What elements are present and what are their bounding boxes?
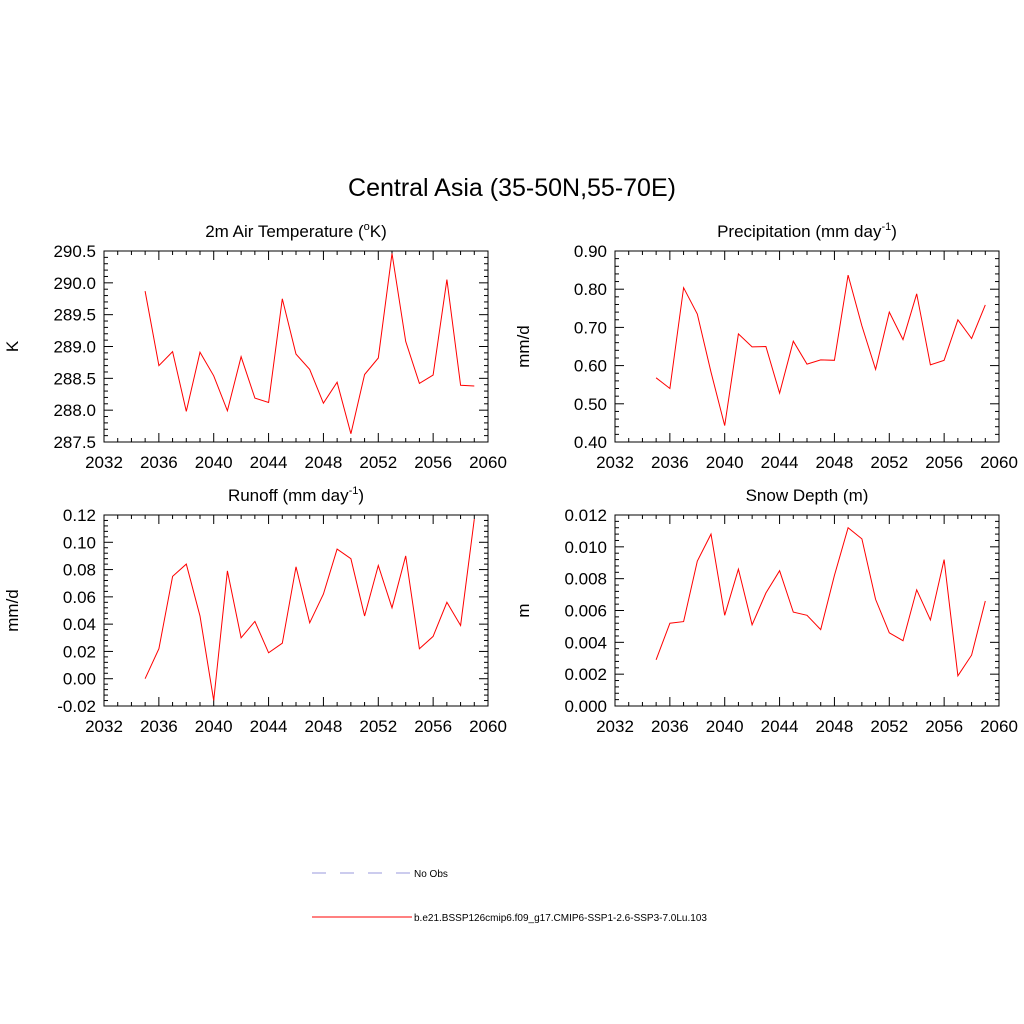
panel-title-runoff: Runoff (mm day-1) <box>228 485 364 505</box>
x-tick-label-runoff: 2056 <box>414 717 452 736</box>
panel-runoff: Runoff (mm day-1) mm/d 2032 2036 2040 2044 204… <box>3 485 507 736</box>
y-tick-label-snow-depth: 0.012 <box>564 506 607 525</box>
x-tick-label-snow-depth: 2060 <box>980 717 1018 736</box>
panel-snow-depth: Snow Depth (m) m 2032 2036 2040 2044 2048 2052 2… <box>514 486 1018 736</box>
y-tick-label-snow-depth: 0.000 <box>564 697 607 716</box>
x-tick-label-precipitation: 2056 <box>925 453 963 472</box>
y-tick-label-temperature: 288.5 <box>53 369 96 388</box>
x-tick-label-snow-depth: 2044 <box>761 717 799 736</box>
y-tick-label-precipitation: 0.60 <box>574 357 607 376</box>
x-tick-label-runoff: 2048 <box>305 717 343 736</box>
panel-title-temperature: 2m Air Temperature (oK) <box>205 221 387 241</box>
legend-model-label: b.e21.BSSP126cmip6.f09_g17.CMIP6-SSP1-2.… <box>414 913 707 924</box>
y-tick-label-runoff: 0.00 <box>63 670 96 689</box>
panel-title-precipitation: Precipitation (mm day-1) <box>717 221 897 241</box>
y-tick-label-snow-depth: 0.010 <box>564 538 607 557</box>
y-tick-label-precipitation: 0.70 <box>574 318 607 337</box>
x-tick-label-runoff: 2052 <box>359 717 397 736</box>
y-tick-label-runoff: 0.02 <box>63 642 96 661</box>
panels-group: 2m Air Temperature (oK) K 2032 2036 2040 2044… <box>3 221 1018 736</box>
y-tick-label-precipitation: 0.50 <box>574 395 607 414</box>
x-tick-label-temperature: 2048 <box>305 453 343 472</box>
x-tick-label-snow-depth: 2052 <box>870 717 908 736</box>
x-tick-label-precipitation: 2052 <box>870 453 908 472</box>
x-tick-label-temperature: 2052 <box>359 453 397 472</box>
x-tick-label-snow-depth: 2040 <box>706 717 744 736</box>
x-tick-label-temperature: 2036 <box>140 453 178 472</box>
x-tick-label-precipitation: 2060 <box>980 453 1018 472</box>
y-tick-label-snow-depth: 0.004 <box>564 633 607 652</box>
y-tick-label-temperature: 290.0 <box>53 274 96 293</box>
x-tick-label-snow-depth: 2032 <box>596 717 634 736</box>
y-tick-label-precipitation: 0.90 <box>574 242 607 261</box>
x-tick-label-temperature: 2056 <box>414 453 452 472</box>
x-tick-label-precipitation: 2040 <box>706 453 744 472</box>
x-tick-label-temperature: 2032 <box>85 453 123 472</box>
x-tick-label-precipitation: 2044 <box>761 453 799 472</box>
x-tick-label-temperature: 2040 <box>195 453 233 472</box>
y-tick-label-temperature: 288.0 <box>53 401 96 420</box>
y-tick-label-temperature: 290.5 <box>53 242 96 261</box>
x-tick-label-snow-depth: 2036 <box>651 717 689 736</box>
series-line-runoff <box>144 519 475 701</box>
x-tick-label-precipitation: 2036 <box>651 453 689 472</box>
x-tick-label-snow-depth: 2056 <box>925 717 963 736</box>
series-line-precipitation <box>655 274 986 426</box>
y-tick-label-snow-depth: 0.006 <box>564 602 607 621</box>
x-tick-label-temperature: 2060 <box>469 453 507 472</box>
panel-title-snow-depth: Snow Depth (m) <box>746 486 869 505</box>
y-tick-label-temperature: 289.5 <box>53 306 96 325</box>
panel-temperature: 2m Air Temperature (oK) K 2032 2036 2040 2044… <box>3 221 507 472</box>
y-tick-label-temperature: 287.5 <box>53 433 96 452</box>
y-tick-label-runoff: 0.10 <box>63 533 96 552</box>
panel-precipitation: Precipitation (mm day-1) mm/d 2032 2036 2040… <box>514 221 1018 472</box>
plot-frame-snow-depth <box>614 514 1000 707</box>
y-tick-label-runoff: 0.08 <box>63 561 96 580</box>
y-tick-label-runoff: 0.06 <box>63 588 96 607</box>
y-tick-label-precipitation: 0.80 <box>574 280 607 299</box>
plot-frame-runoff <box>103 514 489 707</box>
y-axis-label-precipitation: mm/d <box>514 325 533 368</box>
legend-obs-label: No Obs <box>414 869 448 880</box>
x-tick-label-precipitation: 2048 <box>816 453 854 472</box>
y-axis-label-temperature: K <box>3 340 22 352</box>
figure-title: Central Asia (35-50N,55-70E) <box>348 174 676 202</box>
y-tick-label-runoff: -0.02 <box>57 697 96 716</box>
y-tick-label-runoff: 0.04 <box>63 615 96 634</box>
series-line-temperature <box>144 253 475 434</box>
y-tick-label-runoff: 0.12 <box>63 506 96 525</box>
y-tick-label-precipitation: 0.40 <box>574 433 607 452</box>
legend: No Obs b.e21.BSSP126cmip6.f09_g17.CMIP6-… <box>312 869 707 924</box>
x-tick-label-runoff: 2040 <box>195 717 233 736</box>
x-tick-label-runoff: 2032 <box>85 717 123 736</box>
plot-frame-temperature <box>103 250 489 443</box>
y-axis-label-snow-depth: m <box>514 603 533 617</box>
y-tick-label-snow-depth: 0.008 <box>564 570 607 589</box>
y-tick-label-snow-depth: 0.002 <box>564 665 607 684</box>
plot-frame-precipitation <box>614 250 1000 443</box>
x-tick-label-runoff: 2044 <box>250 717 288 736</box>
x-tick-label-snow-depth: 2048 <box>816 717 854 736</box>
x-tick-label-precipitation: 2032 <box>596 453 634 472</box>
y-tick-label-temperature: 289.0 <box>53 338 96 357</box>
y-axis-label-runoff: mm/d <box>3 589 22 632</box>
x-tick-label-runoff: 2060 <box>469 717 507 736</box>
x-tick-label-runoff: 2036 <box>140 717 178 736</box>
series-line-snow-depth <box>655 526 986 678</box>
x-tick-label-temperature: 2044 <box>250 453 288 472</box>
